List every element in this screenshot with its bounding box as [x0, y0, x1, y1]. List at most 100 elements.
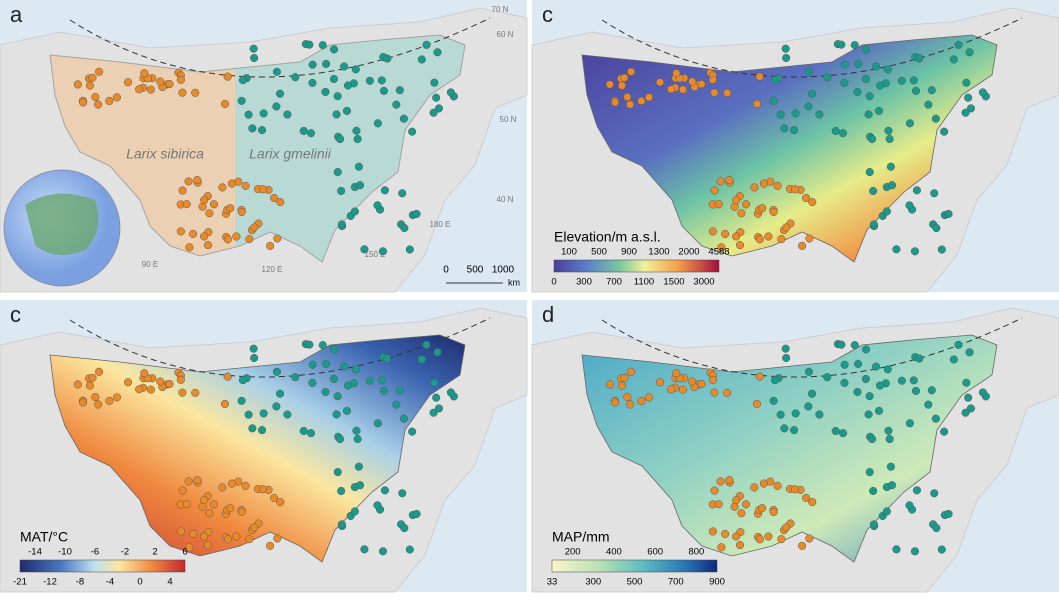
site-dot — [223, 372, 232, 381]
site-dot — [248, 124, 257, 133]
colorbar-top-tick: -14 — [28, 547, 42, 558]
colorbar-top-tick: 900 — [621, 247, 637, 258]
site-dot — [874, 406, 884, 415]
site-dot — [176, 227, 185, 236]
site-dot — [156, 377, 165, 386]
colorbar-bottom-tick: -4 — [106, 577, 114, 588]
site-dot — [882, 207, 891, 216]
site-dot — [232, 532, 241, 541]
site-dot — [238, 76, 247, 85]
site-dot — [962, 378, 971, 387]
colorbar-bottom-tick: 700 — [606, 277, 622, 288]
site-dot — [905, 201, 914, 210]
site-dot — [732, 532, 741, 541]
site-dot — [897, 76, 906, 85]
site-dot — [782, 353, 791, 363]
site-dot — [912, 486, 921, 495]
panel-letter: c — [10, 302, 21, 327]
site-dot — [355, 181, 365, 190]
site-dot — [417, 355, 426, 364]
site-dot — [884, 426, 893, 435]
graticule-label: 60 N — [497, 30, 514, 39]
site-dot — [237, 507, 246, 516]
site-dot — [626, 400, 635, 409]
site-dot — [350, 207, 359, 216]
site-dot — [377, 376, 386, 385]
legend-title: MAP/mm — [552, 529, 610, 545]
site-dot — [808, 198, 817, 207]
site-dot — [266, 241, 275, 250]
site-dot — [291, 73, 300, 82]
site-dot — [342, 106, 352, 115]
site-dot — [837, 40, 846, 49]
site-dot — [237, 207, 246, 216]
site-dot — [227, 479, 236, 488]
site-dot — [869, 186, 878, 196]
site-dot — [189, 229, 198, 238]
site-dot — [422, 40, 431, 49]
site-dot — [932, 523, 941, 533]
site-dot — [193, 476, 202, 485]
site-dot — [930, 489, 939, 498]
site-dot — [725, 476, 734, 485]
site-dot — [112, 93, 121, 102]
site-dot — [198, 202, 207, 211]
site-dot — [432, 393, 441, 402]
site-dot — [272, 367, 281, 376]
site-dot — [392, 400, 401, 409]
site-dot — [755, 72, 764, 81]
site-dot — [365, 376, 374, 385]
site-dot — [200, 496, 209, 505]
site-dot — [405, 545, 414, 554]
site-dot — [337, 186, 346, 196]
site-dot — [864, 110, 873, 119]
colorbar-bottom-tick: 0 — [137, 577, 142, 588]
site-dot — [392, 100, 401, 109]
site-dot — [791, 409, 800, 418]
site-dot — [270, 193, 279, 203]
site-dot — [865, 468, 874, 477]
site-dot — [73, 80, 82, 89]
site-dot — [308, 60, 317, 69]
site-dot — [258, 185, 268, 194]
site-dot — [620, 73, 629, 82]
site-dot — [360, 545, 369, 554]
colorbar-top-tick: 200 — [565, 547, 581, 558]
site-dot — [244, 110, 253, 119]
colorbar-bottom-tick: 900 — [709, 577, 725, 588]
site-dot — [944, 209, 953, 219]
site-dot — [962, 78, 971, 87]
site-dot — [964, 393, 973, 402]
colorbar — [551, 559, 718, 573]
site-dot — [815, 110, 824, 119]
site-dot — [940, 427, 949, 436]
site-dot — [868, 135, 877, 144]
site-dot — [377, 76, 386, 85]
site-dot — [250, 223, 259, 232]
site-dot — [329, 74, 338, 84]
site-dot — [723, 388, 732, 397]
site-dot — [732, 232, 741, 241]
site-dot — [927, 386, 936, 395]
site-dot — [333, 92, 342, 101]
site-dot — [708, 75, 717, 84]
site-dot — [755, 535, 764, 544]
site-dot — [399, 414, 408, 423]
site-dot — [777, 235, 786, 244]
panel-letter: a — [10, 2, 23, 27]
site-dot — [732, 496, 741, 505]
site-dot — [365, 76, 374, 85]
site-dot — [884, 126, 893, 135]
graticule-label: 120 E — [262, 265, 283, 274]
site-dot — [850, 41, 859, 50]
map-panel: c Elevation/m a.s.l. 0 100 300 500 700 900 1100 1… — [531, 0, 1059, 293]
site-dot — [299, 426, 308, 436]
site-dot — [272, 402, 281, 411]
site-dot — [383, 54, 392, 63]
site-dot — [927, 86, 936, 95]
site-dot — [283, 110, 292, 119]
site-dot — [209, 200, 219, 209]
site-dot — [611, 398, 620, 407]
site-dot — [73, 380, 82, 389]
